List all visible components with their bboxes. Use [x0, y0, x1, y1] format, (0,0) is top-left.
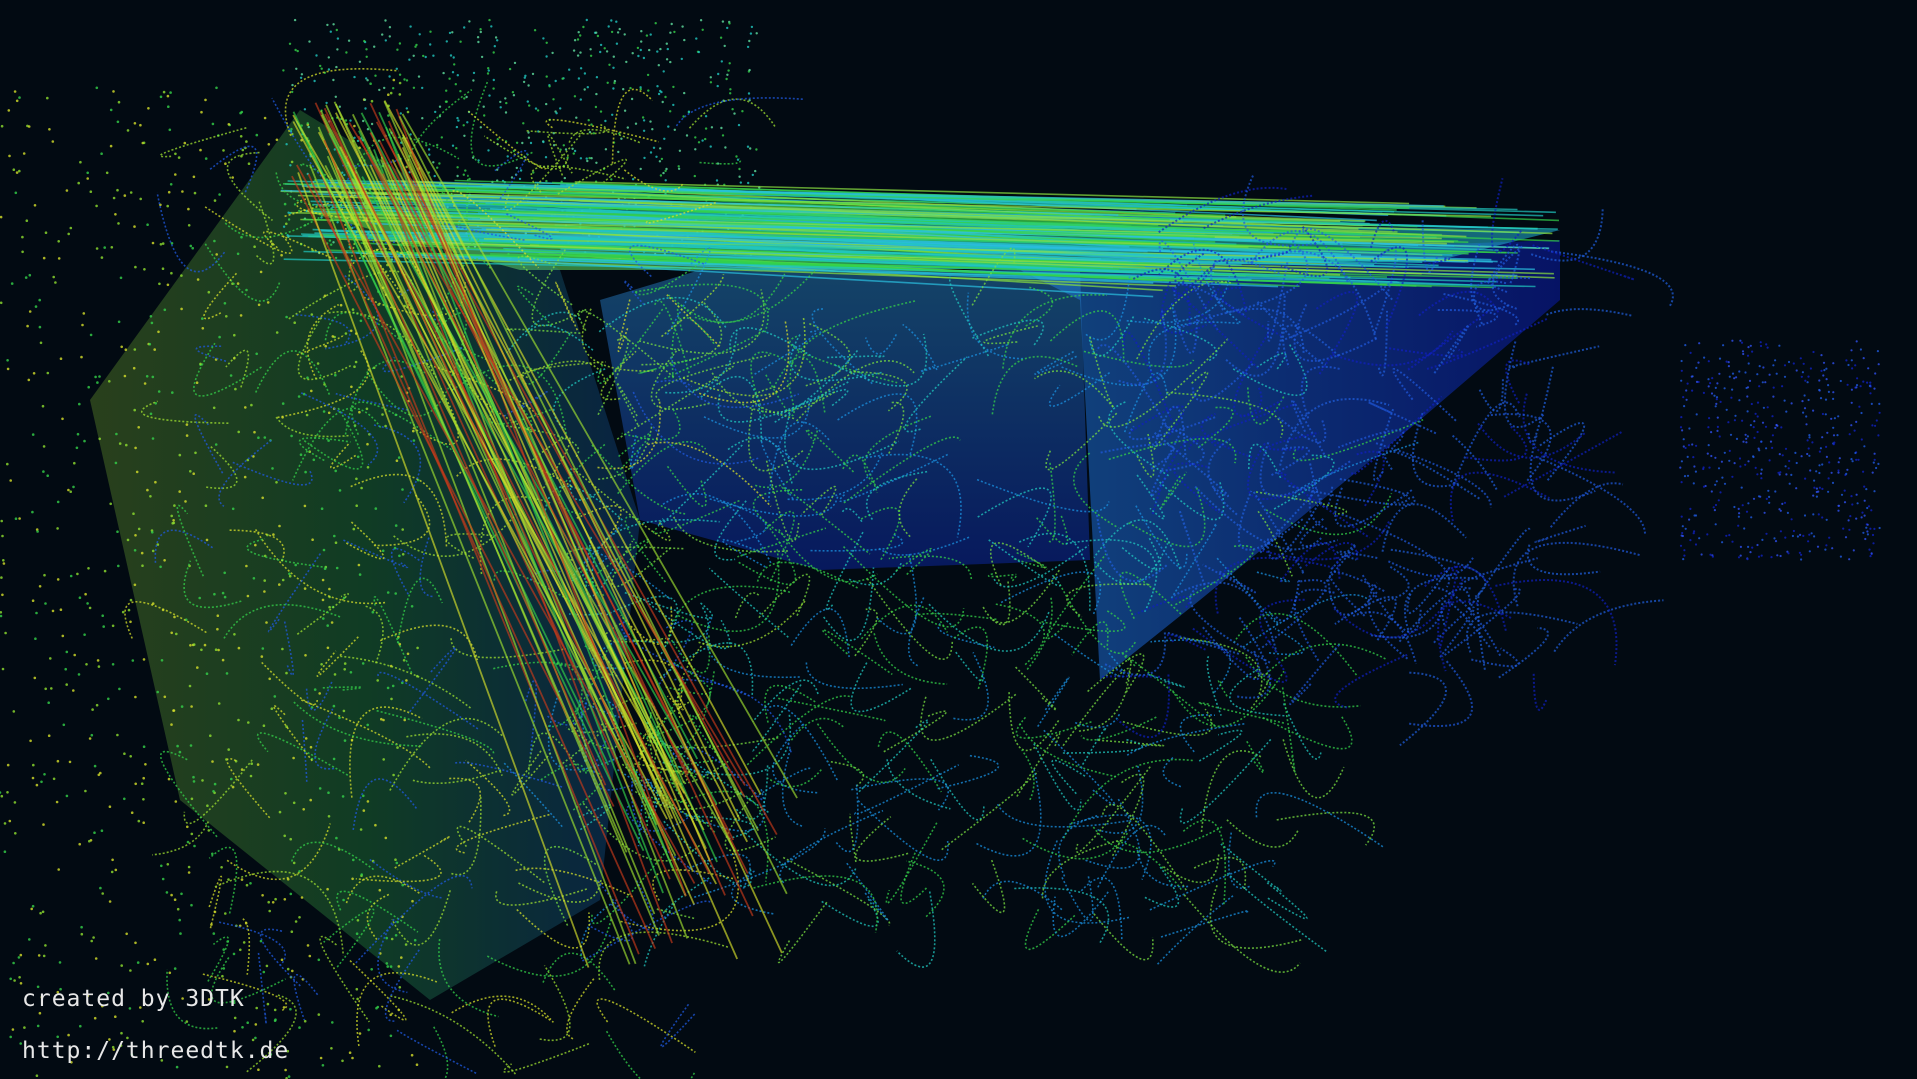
created-by-label: created by 3DTK [22, 986, 245, 1012]
website-url-label: http://threedtk.de [22, 1038, 290, 1064]
